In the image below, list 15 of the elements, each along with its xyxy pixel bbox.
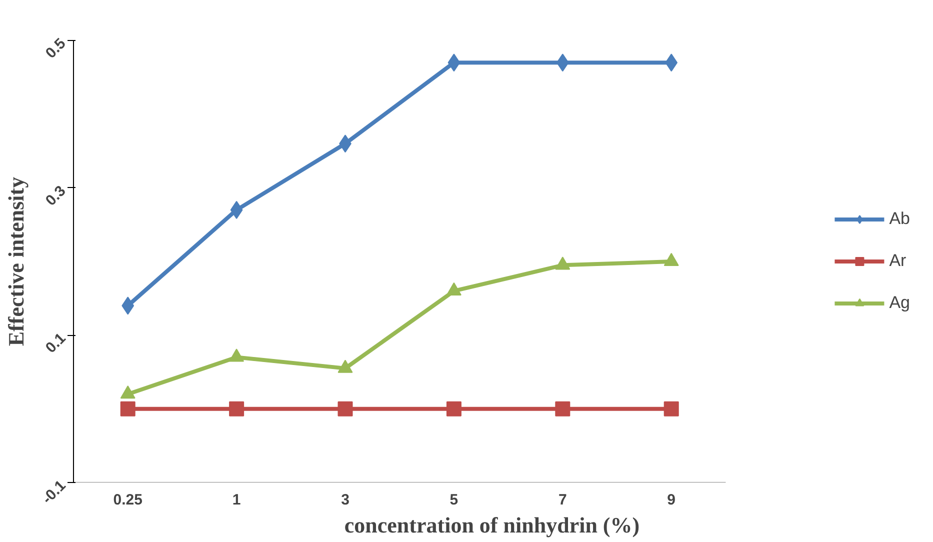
legend-label: Ag bbox=[889, 293, 910, 313]
x-tick-label: 3 bbox=[341, 492, 350, 508]
x-axis-title: concentration of ninhydrin (%) bbox=[344, 512, 640, 538]
y-tick-label: -0.1 bbox=[38, 477, 70, 508]
x-tick-label: 5 bbox=[450, 492, 458, 508]
y-tick-label: 0.3 bbox=[42, 182, 70, 210]
legend-label: Ab bbox=[889, 209, 910, 229]
x-tick-label: 1 bbox=[232, 492, 241, 508]
legend-label: Ar bbox=[889, 251, 908, 271]
x-tick-label: 7 bbox=[558, 492, 567, 508]
y-tick-label: 0.5 bbox=[42, 35, 70, 62]
x-tick-label: 9 bbox=[667, 492, 676, 508]
x-tick-label: 0.25 bbox=[113, 492, 142, 508]
y-axis-title: Effective intensity bbox=[3, 176, 28, 346]
y-tick-label: 0.1 bbox=[42, 330, 70, 357]
